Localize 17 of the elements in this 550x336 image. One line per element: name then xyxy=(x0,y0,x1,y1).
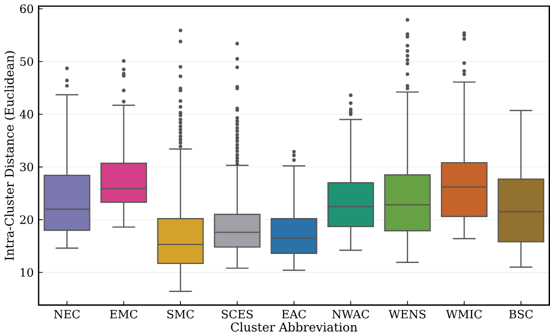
x-tick-label: NWAC xyxy=(332,310,370,318)
y-tick-label: 50 xyxy=(20,57,34,66)
y-tick-label: 40 xyxy=(20,110,34,119)
x-tick-label: EMC xyxy=(110,310,138,318)
x-tick-label: WMIC xyxy=(446,310,482,318)
y-tick-label: 60 xyxy=(20,4,34,14)
x-tick-label: EAC xyxy=(282,310,306,318)
y-axis-title: Intra-Cluster Distance (Euclidean) xyxy=(4,51,16,260)
x-tick-label: WENS xyxy=(388,310,426,318)
y-tick-label: 20 xyxy=(20,215,34,224)
x-tick-label: BSC xyxy=(509,310,533,318)
x-tick-label: NEC xyxy=(54,310,80,318)
y-tick-label: 10 xyxy=(20,268,34,277)
x-tick-label: SMC xyxy=(167,310,194,318)
x-tick-label: SCES xyxy=(222,310,253,318)
y-tick-label: 30 xyxy=(20,162,34,172)
x-axis-title: Cluster Abbreviation xyxy=(230,322,358,332)
